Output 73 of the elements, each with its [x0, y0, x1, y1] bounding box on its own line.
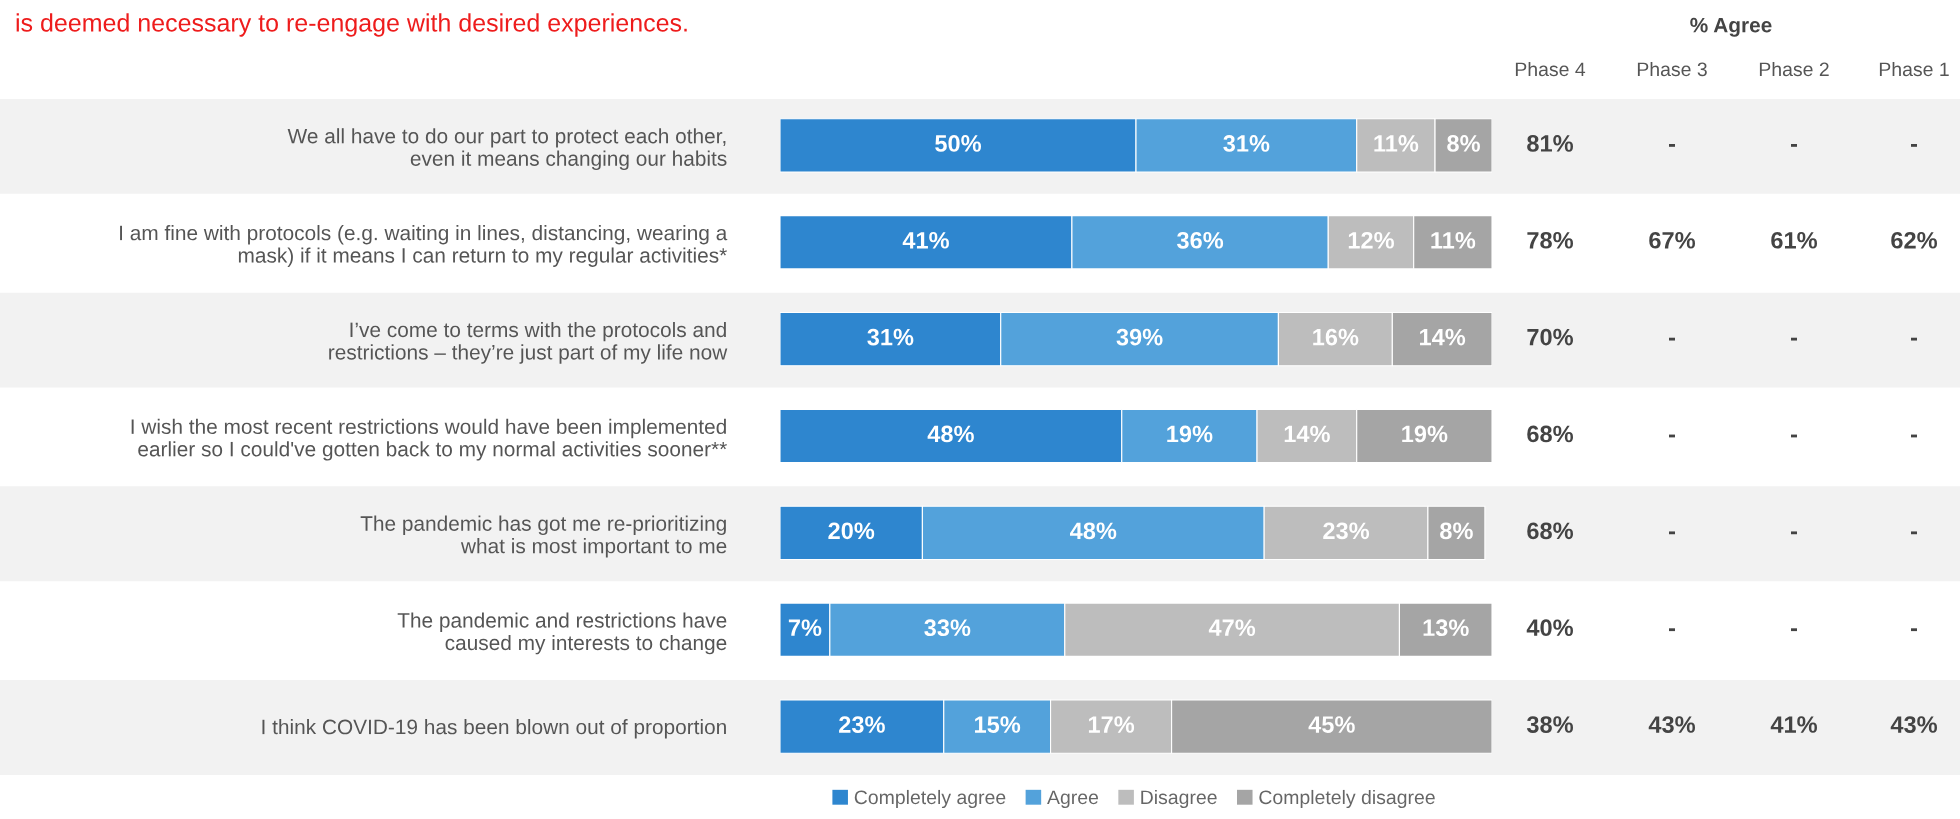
data-label: 19%	[1402, 425, 1448, 443]
data-label: 11%	[1431, 231, 1476, 249]
text: 40%	[1526, 619, 1574, 637]
data-label: 41%	[902, 231, 949, 249]
y-tick-label: I’ve come to terms with the protocols and restrictions – they’re just part of my life now	[329, 321, 728, 364]
data-label: 33%	[924, 619, 971, 637]
text: -	[1668, 434, 1675, 438]
text: 41%	[1770, 716, 1818, 733]
data-label: 16%	[1313, 328, 1359, 346]
text: 43%	[1890, 716, 1938, 733]
text: -	[1668, 144, 1675, 147]
data-label: 48%	[1070, 522, 1117, 540]
y-tick-label: I am fine with protocols (e.g. waiting in lines, distancing, wearing a mask) if it means I can return to my regular activities*	[120, 225, 728, 267]
data-label: 36%	[1176, 231, 1224, 249]
text: -	[1910, 531, 1917, 535]
text: Phase 1	[1879, 61, 1949, 77]
data-label: 7%	[788, 619, 822, 636]
text: 43%	[1648, 716, 1696, 733]
y-tick-label: The pandemic has got me re-prioritizing what is most important to me	[360, 515, 727, 558]
data-label: 8%	[1447, 135, 1480, 152]
text: 61%	[1771, 231, 1818, 249]
text: 67%	[1649, 231, 1696, 249]
text: 70%	[1527, 328, 1574, 346]
legend-label: Completely disagree	[1259, 789, 1435, 809]
legend-label: Disagree	[1141, 789, 1217, 809]
y-tick-label: I think COVID-19 has been blown out of proportion	[262, 719, 726, 739]
data-label: 14%	[1284, 425, 1330, 443]
data-label: 23%	[839, 716, 885, 733]
text: is deemed necessary to re-engage with desired experiences.	[16, 13, 687, 37]
text: 81%	[1527, 135, 1574, 152]
text: Phase 2	[1759, 61, 1829, 77]
legend-label: Completely agree	[854, 789, 1006, 809]
data-label: 31%	[867, 328, 914, 346]
data-label: 23%	[1323, 522, 1370, 540]
y-tick-label: I wish the most recent restrictions would have been implemented earlier so I could've gotten back to my normal activities sooner**	[131, 418, 727, 461]
data-label: 8%	[1440, 522, 1473, 540]
text: -	[1790, 144, 1797, 147]
text: -	[1790, 531, 1797, 535]
text: -	[1910, 337, 1917, 341]
data-label: 47%	[1208, 619, 1256, 636]
data-label: 17%	[1088, 716, 1135, 733]
data-label: 14%	[1420, 328, 1466, 346]
data-label: 20%	[828, 522, 875, 540]
text: -	[1790, 628, 1797, 632]
text: -	[1668, 531, 1675, 535]
text: -	[1668, 628, 1675, 632]
text: 68%	[1527, 425, 1574, 443]
legend-label: Agree	[1047, 790, 1099, 809]
data-label: 15%	[975, 716, 1021, 733]
text: -	[1790, 434, 1797, 438]
text: -	[1910, 144, 1917, 147]
data-label: 13%	[1423, 619, 1469, 637]
text: Phase 3	[1637, 61, 1707, 77]
y-tick-label: We all have to do our part to protect each other, even it means changing our habits	[287, 128, 727, 171]
data-label: 48%	[927, 425, 974, 443]
data-label: 11%	[1374, 135, 1419, 152]
text: Phase 4	[1515, 61, 1586, 77]
text: 78%	[1527, 231, 1574, 249]
text: -	[1668, 337, 1675, 341]
text: % Agree	[1690, 17, 1772, 37]
data-label: 45%	[1308, 716, 1355, 733]
data-label: 19%	[1167, 425, 1213, 443]
data-label: 12%	[1348, 231, 1394, 249]
text: 38%	[1526, 716, 1574, 733]
text: -	[1910, 628, 1917, 632]
data-label: 50%	[935, 135, 982, 152]
text: 62%	[1891, 231, 1938, 249]
text: -	[1790, 337, 1797, 341]
data-label: 31%	[1223, 135, 1270, 152]
y-tick-label: The pandemic and restrictions have caused my interests to change	[397, 612, 727, 655]
text: -	[1910, 434, 1917, 438]
data-label: 39%	[1116, 328, 1163, 346]
text: 68%	[1527, 522, 1574, 540]
